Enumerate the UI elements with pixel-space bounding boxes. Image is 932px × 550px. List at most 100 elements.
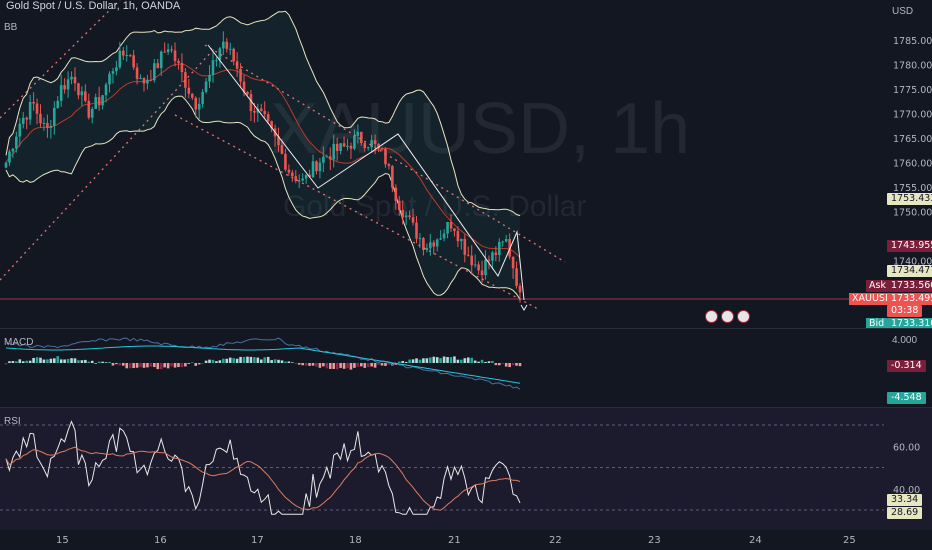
bb-indicator-label[interactable]: BB xyxy=(4,22,18,33)
macd-histogram-bar xyxy=(239,356,242,363)
price-tick-label: 1785.000 xyxy=(893,36,932,47)
macd-hist-tag: -0.314 xyxy=(887,360,926,372)
price-tick-label: 1740.000 xyxy=(893,257,932,268)
candle-body xyxy=(87,100,91,118)
macd-histogram-bar xyxy=(246,356,249,363)
macd-histogram-bar xyxy=(253,357,256,363)
macd-histogram-bar xyxy=(304,363,308,366)
candle-body xyxy=(139,77,142,79)
candle-body xyxy=(63,85,66,90)
candle-body xyxy=(473,264,477,266)
candle-body xyxy=(277,136,280,146)
price-tick-label: 1775.000 xyxy=(893,85,932,96)
candle-body xyxy=(349,145,353,149)
candle-body xyxy=(494,252,498,255)
macd-histogram-bar xyxy=(504,363,508,367)
macd-histogram-bar xyxy=(291,362,294,363)
candle-body xyxy=(453,228,456,232)
candle-body xyxy=(190,93,194,98)
macd-histogram-bar xyxy=(156,363,160,370)
last-price-tag: 1733.495 xyxy=(887,293,932,305)
candle-body xyxy=(373,140,377,145)
price-tick-label: 1765.000 xyxy=(893,134,932,145)
candle-body xyxy=(115,67,118,72)
candle-body xyxy=(73,76,77,84)
rsi-label[interactable]: RSI xyxy=(4,416,21,427)
candle-body xyxy=(518,285,522,293)
ask-label: Ask xyxy=(866,280,889,292)
candle-body xyxy=(318,162,322,172)
candle-body xyxy=(246,92,249,95)
price-pane[interactable]: XAUUSD, 1h Gold Spot / U.S. Dollar 1785.… xyxy=(0,0,932,328)
candle-body xyxy=(480,270,484,276)
macd-line xyxy=(5,337,521,390)
macd-histogram-bar xyxy=(90,360,94,363)
candle-body xyxy=(25,117,28,120)
macd-histogram-bar xyxy=(335,363,339,370)
macd-pane[interactable]: MACD 4.000 -0.314 -4.548 xyxy=(0,329,932,407)
macd-histogram-bar xyxy=(173,363,177,368)
candle-body xyxy=(387,164,391,167)
candle-body xyxy=(328,156,332,160)
candle-body xyxy=(201,91,204,104)
macd-histogram-bar xyxy=(360,363,363,367)
us-flag-icon[interactable] xyxy=(721,310,734,323)
macd-histogram-bar xyxy=(184,363,187,367)
candle-body xyxy=(325,156,329,158)
pane-separator[interactable] xyxy=(0,407,932,408)
candle-body xyxy=(156,63,160,69)
candle-body xyxy=(97,97,101,106)
macd-histogram-bar xyxy=(135,363,139,368)
candle-body xyxy=(170,49,173,51)
macd-label[interactable]: MACD xyxy=(4,337,34,348)
candle-body xyxy=(94,97,97,109)
candle-body xyxy=(225,41,229,49)
macd-histogram-bar xyxy=(442,356,446,363)
macd-histogram-bar xyxy=(194,363,198,366)
chart-title: Gold Spot / U.S. Dollar, 1h, OANDA xyxy=(6,0,181,12)
macd-histogram-bar xyxy=(315,363,318,367)
candle-body xyxy=(446,221,449,234)
candle-body xyxy=(11,148,15,152)
candle-body xyxy=(411,217,415,223)
macd-histogram-bar xyxy=(204,360,208,363)
rsi-pane[interactable]: 60.00 40.00 RSI 33.34 28.69 xyxy=(0,408,932,530)
rsi-chart[interactable]: 60.00 40.00 xyxy=(0,408,932,530)
macd-histogram-bar xyxy=(180,363,184,368)
macd-histogram-bar xyxy=(325,363,329,369)
macd-histogram-bar xyxy=(473,360,477,363)
macd-histogram-bar xyxy=(35,357,39,363)
candle-body xyxy=(159,51,163,69)
candle-body xyxy=(21,117,25,124)
price-chart[interactable]: 1785.000 1780.000 1775.000 1770.000 1765.000… xyxy=(0,0,932,328)
candle-body xyxy=(18,123,22,137)
macd-histogram-bar xyxy=(118,363,122,366)
event-flags[interactable] xyxy=(705,310,750,323)
pane-separator[interactable] xyxy=(0,328,932,329)
macd-histogram-bar xyxy=(387,363,391,365)
candle-body xyxy=(222,41,225,49)
macd-histogram-bar xyxy=(228,357,232,363)
candle-body xyxy=(228,48,232,50)
candle-body xyxy=(360,131,363,144)
us-flag-icon[interactable] xyxy=(737,310,750,323)
candle-body xyxy=(146,79,149,84)
macd-histogram-bar xyxy=(418,359,422,363)
macd-histogram-bar xyxy=(87,361,91,363)
bollinger-upper-band xyxy=(5,10,521,217)
macd-histogram-bar xyxy=(97,361,101,363)
macd-signal-tag: -4.548 xyxy=(887,392,926,404)
candle-body xyxy=(266,114,270,122)
macd-chart[interactable] xyxy=(0,329,932,407)
macd-histogram-bar xyxy=(256,357,260,363)
macd-histogram-bar xyxy=(366,363,370,368)
candle-body xyxy=(80,91,84,96)
macd-histogram-bar xyxy=(466,357,470,363)
candle-body xyxy=(239,68,242,82)
macd-histogram-bar xyxy=(501,363,505,364)
macd-histogram-bar xyxy=(356,363,360,367)
candle-body xyxy=(418,238,422,240)
macd-histogram-bar xyxy=(422,358,425,363)
macd-histogram-bar xyxy=(84,359,87,363)
us-flag-icon[interactable] xyxy=(705,310,718,323)
